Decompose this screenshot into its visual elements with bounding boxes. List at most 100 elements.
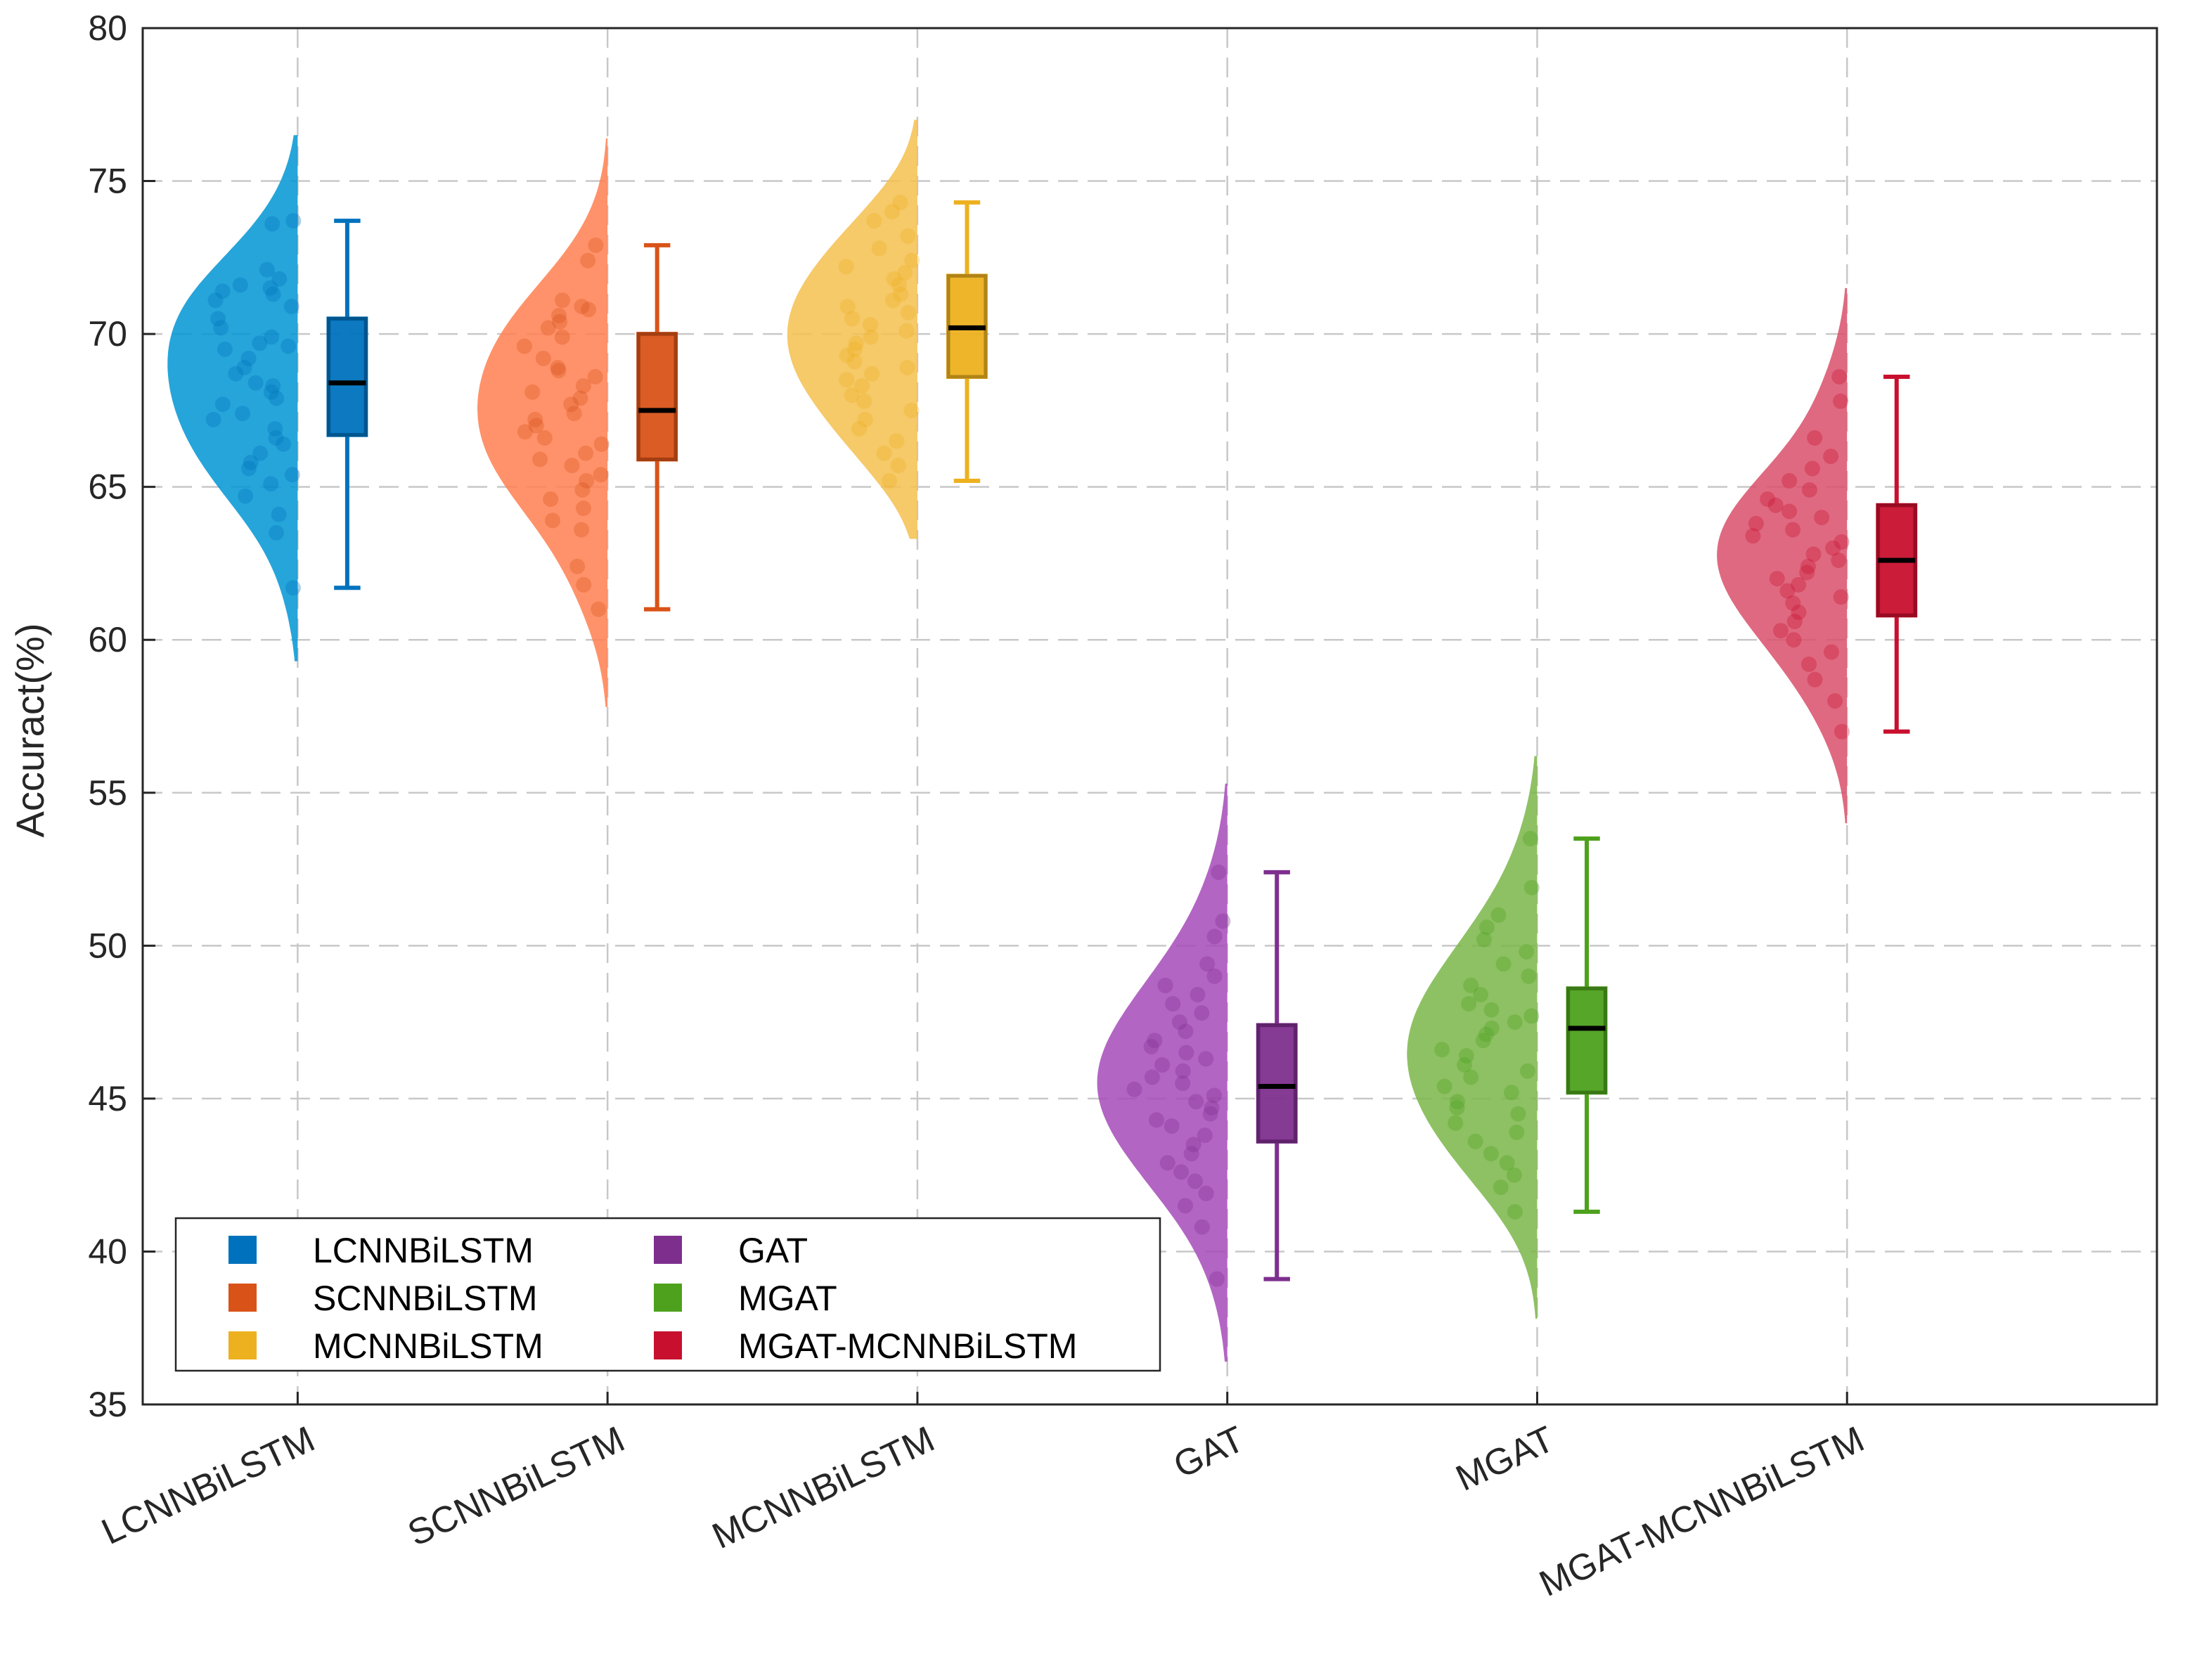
scatter-point (1143, 1038, 1159, 1054)
legend-swatch (654, 1331, 682, 1359)
scatter-point (1183, 1146, 1199, 1162)
box-scnnbilstm (636, 332, 678, 462)
scatter-point (1450, 1094, 1465, 1110)
scatter-point (1519, 1063, 1535, 1079)
legend-label: SCNNBiLSTM (313, 1279, 537, 1318)
scatter-point (1521, 968, 1537, 984)
scatter-point (1522, 831, 1538, 846)
scatter-point (591, 601, 607, 617)
scatter-point (839, 299, 856, 314)
scatter-point (892, 195, 908, 210)
scatter-point (1478, 1026, 1494, 1042)
legend-swatch (228, 1331, 257, 1359)
scatter-point (1824, 644, 1839, 660)
scatter-point (893, 286, 908, 302)
scatter-point (839, 347, 855, 363)
scatter-point (551, 308, 567, 323)
scatter-point (1473, 987, 1488, 1002)
scatter-point (528, 418, 544, 434)
scatter-point (252, 335, 268, 351)
scatter-point (271, 271, 288, 287)
scatter-point (527, 411, 543, 427)
scatter-point (265, 286, 281, 302)
scatter-point (1748, 515, 1764, 531)
scatter-point (856, 393, 872, 409)
y-tick-label: 35 (88, 1385, 127, 1424)
scatter-point (1463, 977, 1479, 993)
scatter-point (1507, 1203, 1523, 1220)
y-tick-label: 80 (88, 8, 127, 48)
scatter-point (871, 240, 887, 257)
scatter-point (572, 390, 588, 406)
scatter-point (1510, 1106, 1526, 1122)
scatter-point (271, 506, 287, 522)
scatter-point (580, 252, 596, 269)
scatter-point (1476, 931, 1492, 948)
scatter-point (857, 411, 873, 427)
scatter-point (1198, 1051, 1214, 1067)
scatter-point (285, 213, 302, 229)
scatter-point (205, 411, 221, 427)
scatter-point (1833, 589, 1849, 605)
y-tick-label: 45 (88, 1079, 127, 1118)
scatter-point (1202, 1106, 1218, 1122)
y-tick-label: 60 (88, 620, 127, 659)
legend-label: MGAT-MCNNBiLSTM (738, 1326, 1077, 1366)
scatter-point (535, 350, 551, 366)
scatter-point (214, 396, 231, 413)
scatter-point (1164, 1118, 1180, 1134)
scatter-point (536, 430, 553, 446)
scatter-point (1833, 393, 1848, 409)
scatter-point (1206, 1087, 1222, 1104)
scatter-point (1175, 1063, 1191, 1079)
scatter-point (839, 372, 855, 388)
scatter-point (593, 436, 610, 452)
scatter-point (574, 299, 590, 314)
scatter-point (259, 261, 275, 278)
scatter-point (575, 378, 591, 394)
scatter-point (1507, 1014, 1523, 1030)
scatter-point (889, 433, 905, 449)
scatter-point (543, 491, 559, 508)
scatter-point (1801, 657, 1817, 672)
scatter-point (1198, 1185, 1214, 1201)
y-tick-label: 50 (88, 926, 127, 965)
scatter-point (1165, 996, 1181, 1012)
scatter-point (884, 204, 901, 220)
scatter-point (1147, 1033, 1163, 1049)
scatter-point (262, 280, 278, 296)
scatter-point (1215, 913, 1231, 929)
box-outline (1566, 986, 1607, 1094)
scatter-point (252, 445, 269, 461)
scatter-point (555, 292, 570, 309)
scatter-point (578, 445, 594, 461)
scatter-point (532, 451, 548, 467)
y-tick-label: 40 (88, 1232, 127, 1271)
half-violin-mcnnbilstm (787, 119, 917, 539)
scatter-point (1786, 632, 1802, 648)
scatter-point (1767, 497, 1784, 513)
scatter-point (574, 482, 591, 498)
scatter-point (1799, 564, 1815, 581)
x-category-label: GAT (1168, 1419, 1251, 1486)
scatter-point (1458, 1048, 1474, 1064)
scatter-point (1807, 430, 1823, 446)
scatter-point (276, 436, 291, 452)
scatter-point (569, 558, 586, 574)
scatter-point (1467, 1133, 1483, 1149)
scatter-point (1523, 879, 1540, 896)
scatter-point (1779, 583, 1796, 599)
half-violin-mgat (1407, 756, 1538, 1319)
x-category-label: MGAT-MCNNBiLSTM (1533, 1419, 1870, 1605)
box-mgat (1566, 986, 1608, 1095)
scatter-point (1157, 977, 1173, 993)
scatter-point (1791, 576, 1807, 593)
scatter-point (217, 341, 233, 357)
scatter-point (1126, 1081, 1142, 1097)
scatter-point (1825, 540, 1841, 556)
scatter-point (1187, 1173, 1203, 1189)
scatter-point (587, 369, 603, 385)
scatter-point (848, 335, 864, 351)
scatter-point (285, 580, 301, 596)
